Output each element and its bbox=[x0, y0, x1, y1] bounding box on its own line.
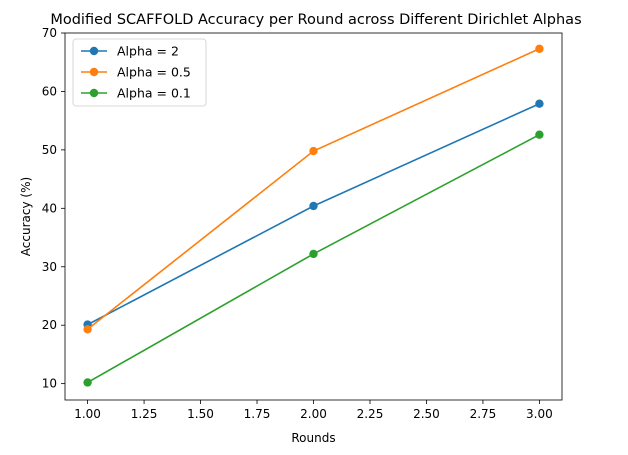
x-tick-label: 2.25 bbox=[357, 407, 384, 421]
y-tick-label: 70 bbox=[42, 26, 57, 40]
y-axis-label: Accuracy (%) bbox=[19, 177, 33, 256]
x-tick-label: 2.00 bbox=[300, 407, 327, 421]
x-tick-label: 2.75 bbox=[470, 407, 497, 421]
series-1-point bbox=[83, 325, 92, 334]
series-0-point bbox=[309, 201, 318, 211]
legend-marker bbox=[89, 46, 99, 56]
series-1-point bbox=[309, 146, 318, 156]
legend-marker bbox=[89, 67, 99, 77]
legend: Alpha = 2 Alpha = 0.5 Alpha = 0.1 bbox=[72, 38, 207, 107]
x-tick-label: 1.75 bbox=[244, 407, 271, 421]
x-axis-label: Rounds bbox=[291, 431, 335, 445]
series-2-point bbox=[83, 378, 92, 387]
y-tick-label: 10 bbox=[42, 377, 57, 391]
x-tick-label: 1.00 bbox=[74, 407, 101, 421]
series-1-point bbox=[535, 44, 544, 53]
series-0-point bbox=[535, 99, 544, 108]
series-line-0 bbox=[87, 102, 540, 326]
chart-title: Modified SCAFFOLD Accuracy per Round acr… bbox=[50, 12, 581, 28]
y-tick-label: 40 bbox=[42, 201, 57, 215]
x-tick-label: 2.50 bbox=[413, 407, 440, 421]
x-tick-label: 1.50 bbox=[187, 407, 214, 421]
y-tick-label: 60 bbox=[42, 84, 57, 98]
legend-label: Alpha = 0.1 bbox=[117, 86, 191, 101]
legend-marker bbox=[89, 88, 99, 98]
series-2-point bbox=[309, 249, 318, 259]
x-tick-label: 1.25 bbox=[131, 407, 158, 421]
legend-frame bbox=[72, 38, 207, 107]
legend-label: Alpha = 2 bbox=[117, 44, 179, 59]
y-tick-label: 30 bbox=[42, 260, 57, 274]
y-tick-label: 20 bbox=[42, 318, 57, 332]
legend-label: Alpha = 0.5 bbox=[117, 65, 191, 80]
series-2-point bbox=[535, 130, 544, 139]
axes-frame bbox=[64, 32, 563, 401]
plot-area: 1.00 1.25 1.50 1.75 2.00 2.25 2.50 2.75 3.00 10 20… bbox=[42, 26, 563, 421]
y-tick-label: 50 bbox=[42, 143, 57, 157]
x-tick-label: 3.00 bbox=[526, 407, 553, 421]
series-line-2 bbox=[87, 133, 540, 384]
